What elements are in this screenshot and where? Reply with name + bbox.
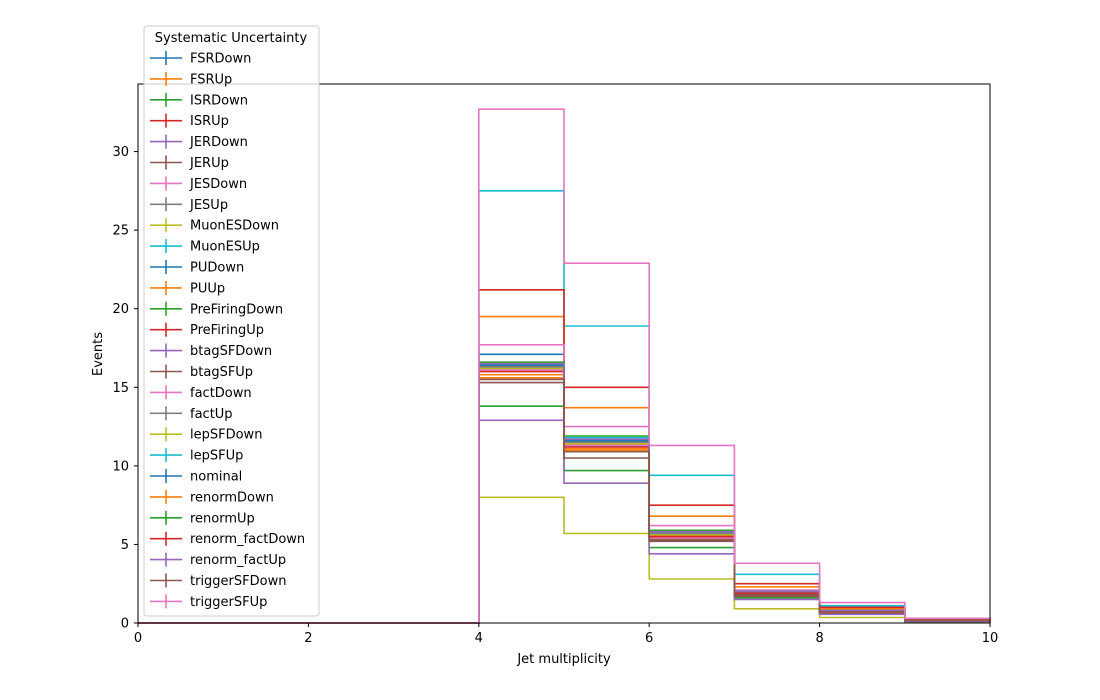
legend-label: renorm_factUp — [190, 553, 286, 568]
legend-entry-btagSFDown: btagSFDown — [150, 343, 272, 359]
legend-label: PUDown — [190, 261, 244, 276]
legend-entry-renormDown: renormDown — [150, 489, 274, 505]
legend-entry-factUp: factUp — [150, 406, 233, 422]
y-tick-label: 5 — [121, 538, 129, 553]
legend-entry-triggerSFUp: triggerSFUp — [150, 594, 267, 610]
legend-entry-PUDown: PUDown — [150, 260, 244, 276]
legend-label: lepSFUp — [190, 449, 243, 464]
y-tick-label: 25 — [112, 224, 129, 239]
y-axis-ticks: 0 5 10 15 20 25 30 — [112, 145, 138, 632]
legend-label: JERDown — [189, 135, 248, 150]
legend-entry-nominal: nominal — [150, 469, 242, 485]
y-tick-label: 0 — [121, 617, 129, 632]
legend-entry-JESDown: JESDown — [150, 176, 247, 192]
legend-label: btagSFUp — [190, 365, 253, 380]
legend-label: MuonESDown — [190, 219, 279, 234]
legend-entry-PreFiringUp: PreFiringUp — [150, 322, 264, 338]
legend-label: FSRDown — [190, 52, 251, 67]
legend-entry-ISRDown: ISRDown — [150, 92, 248, 108]
x-tick-label: 6 — [645, 631, 653, 646]
legend-entry-JESUp: JESUp — [150, 197, 228, 213]
legend-entry-JERUp: JERUp — [150, 155, 229, 171]
plot-frame — [137, 83, 991, 624]
legend-label: triggerSFDown — [190, 574, 286, 589]
x-tick-label: 0 — [134, 631, 142, 646]
legend-label: renorm_factDown — [190, 532, 305, 547]
legend-entry-renormUp: renormUp — [150, 510, 255, 526]
legend-entries: FSRDown FSRUp ISRDown ISRUp JERDown JERUp JESD… — [150, 51, 305, 610]
legend: Systematic Uncertainty FSRDown FSRUp ISRDo… — [143, 25, 320, 617]
legend-entry-btagSFUp: btagSFUp — [150, 364, 253, 380]
x-tick-label: 8 — [815, 631, 823, 646]
legend-entry-factDown: factDown — [150, 385, 252, 401]
legend-frame — [143, 25, 320, 617]
legend-label: triggerSFUp — [190, 595, 267, 610]
legend-entry-MuonESDown: MuonESDown — [150, 218, 279, 234]
legend-entry-JERDown: JERDown — [150, 134, 248, 150]
legend-entry-MuonESUp: MuonESUp — [150, 239, 260, 255]
legend-label: JESUp — [189, 198, 228, 213]
y-tick-label: 20 — [112, 302, 129, 317]
legend-entry-renorm_factDown: renorm_factDown — [150, 531, 305, 547]
y-tick-label: 10 — [112, 459, 129, 474]
y-tick-label: 15 — [112, 381, 129, 396]
legend-label: renormUp — [190, 511, 255, 526]
legend-entry-PUUp: PUUp — [150, 280, 225, 296]
legend-title: Systematic Uncertainty — [155, 31, 308, 46]
legend-entry-triggerSFDown: triggerSFDown — [150, 573, 286, 589]
legend-label: MuonESUp — [190, 240, 260, 255]
x-tick-label: 4 — [475, 631, 483, 646]
y-axis-label: Events — [91, 332, 106, 376]
legend-label: btagSFDown — [190, 344, 272, 359]
legend-label: factDown — [190, 386, 252, 401]
legend-label: PreFiringUp — [190, 323, 264, 338]
y-tick-label: 30 — [112, 145, 129, 160]
legend-label: nominal — [190, 470, 242, 485]
legend-entry-renorm_factUp: renorm_factUp — [150, 552, 286, 568]
legend-label: ISRUp — [190, 114, 229, 129]
legend-label: JERUp — [189, 156, 229, 171]
legend-label: PUUp — [190, 281, 225, 296]
legend-entry-ISRUp: ISRUp — [150, 113, 229, 129]
x-tick-label: 2 — [304, 631, 312, 646]
legend-entry-PreFiringDown: PreFiringDown — [150, 301, 283, 317]
legend-label: renormDown — [190, 490, 274, 505]
legend-entry-lepSFDown: lepSFDown — [150, 427, 262, 443]
legend-label: ISRDown — [190, 93, 248, 108]
legend-entry-FSRUp: FSRUp — [150, 71, 232, 87]
legend-entry-lepSFUp: lepSFUp — [150, 448, 243, 464]
x-tick-label: 10 — [982, 631, 999, 646]
legend-label: factUp — [190, 407, 233, 422]
x-axis-ticks: 0 2 4 6 8 10 — [134, 623, 998, 646]
x-axis-label: Jet multiplicity — [516, 652, 611, 667]
legend-label: JESDown — [189, 177, 247, 192]
legend-label: PreFiringDown — [190, 302, 283, 317]
legend-label: lepSFDown — [190, 428, 262, 443]
legend-entry-FSRDown: FSRDown — [150, 51, 251, 67]
legend-label: FSRUp — [190, 72, 232, 87]
